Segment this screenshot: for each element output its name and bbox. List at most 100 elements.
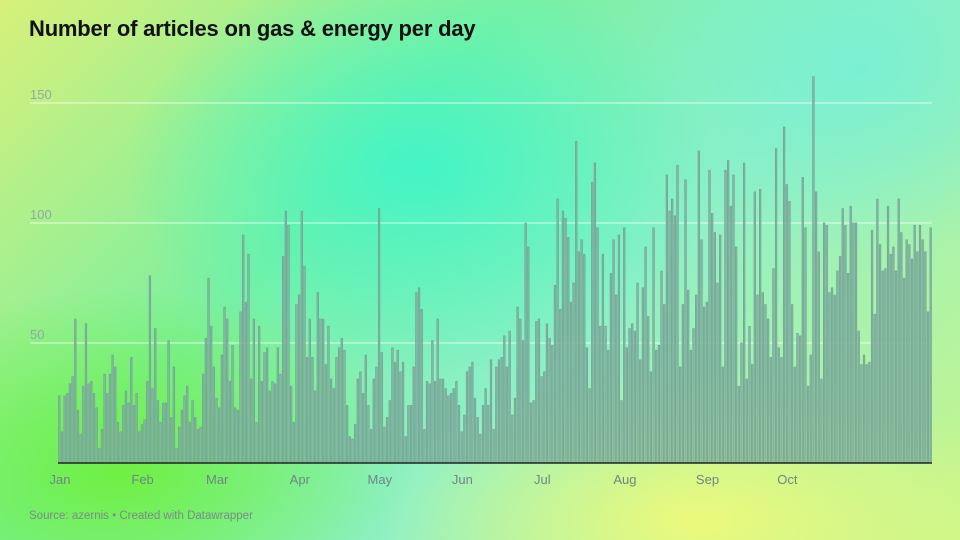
bar xyxy=(337,347,341,464)
bar xyxy=(511,414,514,464)
bar xyxy=(276,347,279,464)
bar xyxy=(790,304,794,464)
bar xyxy=(484,388,487,464)
bar xyxy=(609,273,613,464)
bar xyxy=(409,405,413,464)
bar xyxy=(884,268,887,464)
bar xyxy=(612,239,615,464)
bar xyxy=(708,169,711,464)
bar xyxy=(343,349,346,464)
bar xyxy=(282,256,285,464)
bar xyxy=(260,381,263,464)
bar xyxy=(806,385,810,464)
y-tick-label: 150 xyxy=(30,87,52,102)
bar xyxy=(220,354,224,464)
bar xyxy=(828,292,831,464)
bar xyxy=(130,357,133,464)
bar xyxy=(711,213,714,464)
bar xyxy=(671,198,674,464)
bar xyxy=(849,205,852,464)
bar xyxy=(300,210,303,464)
bar xyxy=(774,148,778,464)
bar xyxy=(119,431,122,464)
bar xyxy=(279,373,282,464)
bar xyxy=(716,282,719,464)
bar xyxy=(844,225,847,464)
bar xyxy=(727,160,730,464)
bar xyxy=(798,335,802,464)
bar xyxy=(575,141,578,464)
bar xyxy=(364,354,367,464)
bar xyxy=(383,426,386,464)
bar xyxy=(854,222,858,464)
bar xyxy=(252,318,255,464)
bar xyxy=(431,340,434,464)
bar xyxy=(924,251,927,464)
bar xyxy=(679,366,682,464)
bar xyxy=(266,347,269,464)
bar xyxy=(114,366,117,464)
bar xyxy=(329,378,333,464)
bar xyxy=(759,189,762,464)
bar xyxy=(860,364,863,464)
bar xyxy=(719,234,722,464)
bar xyxy=(268,390,271,464)
bar xyxy=(532,400,535,464)
bar xyxy=(623,227,626,464)
bar xyxy=(449,393,453,464)
bar xyxy=(87,383,90,464)
bar xyxy=(63,395,66,464)
bar xyxy=(692,328,695,464)
bar xyxy=(492,429,495,464)
bar xyxy=(593,162,597,464)
bar xyxy=(878,244,882,464)
bar xyxy=(508,330,511,464)
bar xyxy=(713,232,716,464)
bar xyxy=(375,366,378,464)
bar xyxy=(814,191,818,464)
bar xyxy=(223,306,226,464)
bar xyxy=(865,364,868,464)
bar xyxy=(631,323,634,464)
bar xyxy=(68,383,72,464)
bar xyxy=(247,253,250,464)
bar xyxy=(146,381,149,464)
bar xyxy=(649,371,653,464)
bar xyxy=(239,311,242,464)
bar xyxy=(817,251,820,464)
y-tick-label: 100 xyxy=(30,207,52,222)
bar xyxy=(263,352,266,464)
bar xyxy=(71,376,74,464)
bar xyxy=(524,222,527,464)
bar xyxy=(620,400,623,464)
bar xyxy=(668,210,671,464)
bar xyxy=(271,381,274,464)
bar xyxy=(489,359,493,464)
bar xyxy=(902,277,906,464)
bar xyxy=(92,393,96,464)
bar xyxy=(351,438,354,464)
bar xyxy=(244,301,247,464)
bar xyxy=(436,318,439,464)
bar xyxy=(748,325,751,464)
bar xyxy=(836,270,839,464)
bar xyxy=(167,340,170,464)
bar xyxy=(433,381,437,464)
bar xyxy=(660,270,663,464)
bar xyxy=(556,198,559,464)
bar xyxy=(116,421,120,464)
bar xyxy=(569,301,573,464)
bar xyxy=(82,385,85,464)
bar xyxy=(388,400,391,464)
bar xyxy=(353,424,357,464)
bar xyxy=(735,246,738,464)
bar xyxy=(830,287,834,464)
bar xyxy=(721,366,724,464)
bar xyxy=(769,357,772,464)
bar xyxy=(441,378,445,464)
bar xyxy=(822,222,826,464)
bar xyxy=(540,376,543,464)
bar xyxy=(473,397,477,464)
bar xyxy=(250,378,253,464)
bars xyxy=(58,76,932,464)
